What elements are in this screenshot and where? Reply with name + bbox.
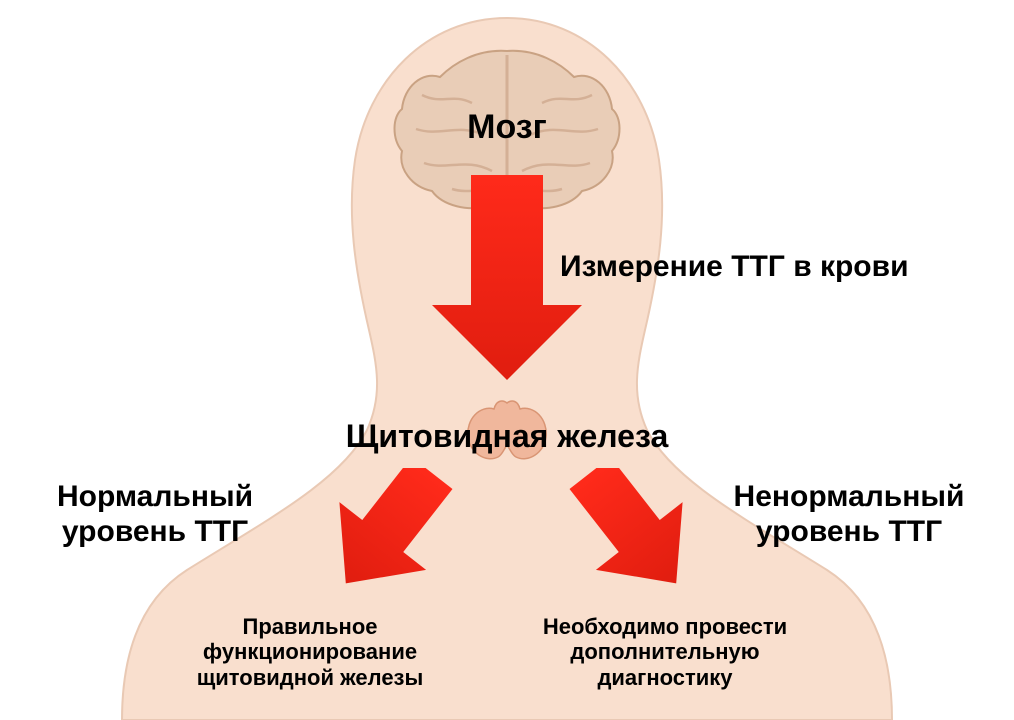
label-normal: Нормальный уровень ТТГ: [30, 480, 280, 549]
arrow-branch-right: [540, 468, 690, 628]
label-diag: Необходимо провести дополнительную диагн…: [525, 614, 805, 690]
label-abnormal: Ненормальный уровень ТТГ: [714, 480, 984, 549]
label-thyroid: Щитовидная железа: [346, 418, 668, 455]
label-correct: Правильное функционирование щитовидной ж…: [180, 614, 440, 690]
label-brain: Мозг: [467, 108, 547, 147]
label-measure: Измерение ТТГ в крови: [560, 250, 909, 285]
diagram-canvas: Мозг Измерение ТТГ в крови Щитовидная же…: [0, 0, 1014, 720]
arrow-branch-left: [332, 468, 482, 628]
